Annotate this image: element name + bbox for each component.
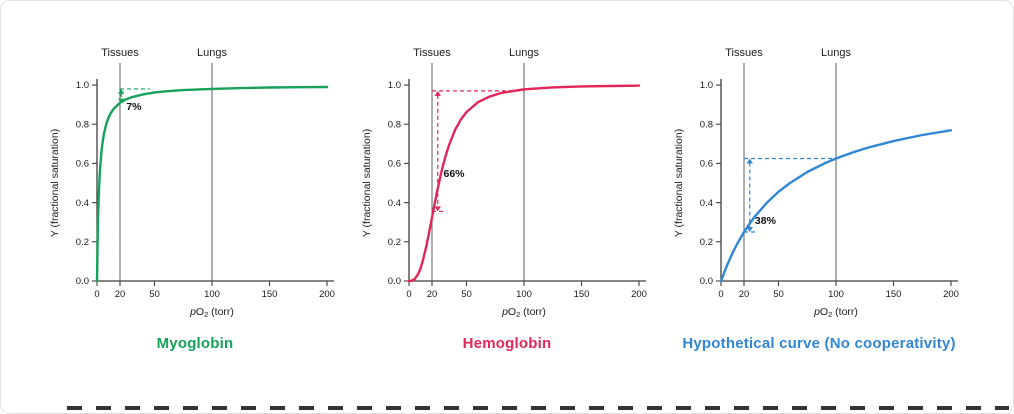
x-tick-label: 100 — [204, 289, 220, 300]
x-tick-label: 50 — [149, 289, 160, 300]
chart-panel-hypothetical: Tissues Lungs 0.0 0.2 0.4 0.6 0.8 1.0 0 20 50 100 15… — [669, 41, 969, 352]
arrowhead-down-icon — [746, 227, 753, 232]
ref-line-label: Tissues — [101, 47, 139, 59]
x-tick-label: 150 — [574, 289, 590, 300]
x-tick-label: 150 — [262, 289, 278, 300]
x-tick-label: 0 — [406, 289, 411, 300]
y-axis-label: Y (fractional saturation) — [673, 129, 685, 237]
ref-line-label: Lungs — [197, 47, 227, 59]
x-axis-label: pO2 (torr) — [813, 306, 858, 319]
y-tick-label: 0.4 — [700, 198, 713, 209]
x-tick-label: 50 — [773, 289, 784, 300]
y-tick-label: 0.2 — [700, 237, 713, 248]
y-tick-label: 0.8 — [388, 119, 401, 130]
delta-annotation-label: 38% — [755, 215, 777, 227]
chart-svg-hemoglobin: Tissues Lungs 0.0 0.2 0.4 0.6 0.8 1.0 0 20 50 100 15… — [361, 47, 647, 319]
x-tick-label: 200 — [943, 289, 959, 300]
delta-annotation-label: 7% — [126, 101, 142, 113]
x-tick-label: 200 — [631, 289, 647, 300]
x-tick-label: 150 — [886, 289, 902, 300]
saturation-curve — [407, 84, 641, 283]
chart-title-hemoglobin: Hemoglobin — [462, 335, 552, 352]
y-tick-label: 0.4 — [388, 198, 401, 209]
y-tick-label: 0.8 — [700, 119, 713, 130]
y-tick-label: 0.6 — [700, 159, 713, 170]
y-tick-label: 0.4 — [76, 198, 89, 209]
x-axis-label: pO2 (torr) — [501, 306, 546, 319]
y-tick-label: 0.0 — [700, 276, 713, 287]
charts-row: Tissues Lungs 0.0 0.2 0.4 0.6 0.8 1.0 0 20 50 100 15… — [1, 1, 1013, 352]
dashed-edge-decoration — [67, 406, 1009, 410]
x-tick-label: 100 — [516, 289, 532, 300]
ref-line-label: Tissues — [725, 47, 763, 59]
x-tick-label: 0 — [94, 289, 99, 300]
y-axis-label: Y (fractional saturation) — [361, 129, 373, 237]
x-tick-label: 20 — [427, 289, 438, 300]
x-tick-label: 0 — [718, 289, 723, 300]
y-tick-label: 1.0 — [700, 80, 713, 91]
chart-svg-myoglobin: Tissues Lungs 0.0 0.2 0.4 0.6 0.8 1.0 0 20 50 100 15… — [49, 47, 335, 319]
y-tick-label: 0.8 — [76, 119, 89, 130]
y-tick-label: 1.0 — [76, 80, 89, 91]
x-tick-label: 100 — [828, 289, 844, 300]
chart-svg-hypothetical: Tissues Lungs 0.0 0.2 0.4 0.6 0.8 1.0 0 20 50 100 15… — [673, 47, 959, 319]
chart-panel-hemoglobin: Tissues Lungs 0.0 0.2 0.4 0.6 0.8 1.0 0 20 50 100 15… — [357, 41, 657, 352]
arrowhead-up-icon — [746, 158, 753, 164]
x-axis-label: pO2 (torr) — [189, 306, 234, 319]
arrowhead-down-icon — [117, 98, 125, 104]
arrowhead-up-icon — [117, 88, 125, 94]
y-tick-label: 0.2 — [76, 237, 89, 248]
ref-line-label: Lungs — [821, 47, 851, 59]
y-tick-label: 0.2 — [388, 237, 401, 248]
arrowhead-down-icon — [434, 206, 441, 212]
y-tick-label: 0.0 — [76, 276, 89, 287]
delta-annotation-label: 66% — [444, 168, 466, 180]
x-tick-label: 200 — [319, 289, 335, 300]
saturation-curve — [719, 129, 953, 283]
y-tick-label: 0.6 — [388, 159, 401, 170]
chart-title-myoglobin: Myoglobin — [156, 335, 234, 352]
x-tick-label: 20 — [739, 289, 750, 300]
x-tick-label: 20 — [115, 289, 126, 300]
arrowhead-up-icon — [434, 90, 441, 96]
x-tick-label: 50 — [461, 289, 472, 300]
y-tick-label: 0.0 — [388, 276, 401, 287]
ref-line-label: Tissues — [413, 47, 451, 59]
y-tick-label: 1.0 — [388, 80, 401, 91]
saturation-curve — [95, 85, 329, 283]
y-axis-label: Y (fractional saturation) — [49, 129, 61, 237]
ref-line-label: Lungs — [509, 47, 539, 59]
y-tick-label: 0.6 — [76, 159, 89, 170]
chart-panel-myoglobin: Tissues Lungs 0.0 0.2 0.4 0.6 0.8 1.0 0 20 50 100 15… — [45, 41, 345, 352]
chart-title-hypothetical: Hypothetical curve (No cooperativity) — [682, 335, 956, 352]
